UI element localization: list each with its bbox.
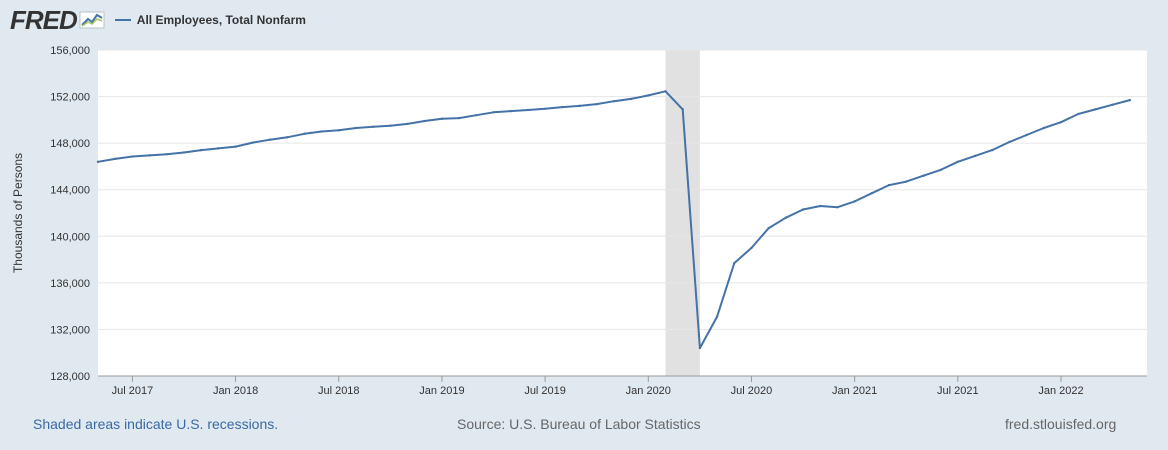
data-point[interactable]: [96, 160, 100, 163]
data-point[interactable]: [440, 117, 444, 120]
data-point[interactable]: [784, 216, 788, 219]
source-note: Source: U.S. Bureau of Labor Statistics: [457, 416, 701, 432]
data-point[interactable]: [664, 90, 667, 93]
data-point[interactable]: [715, 315, 719, 318]
fred-logo[interactable]: FRED: [10, 5, 105, 36]
x-tick-label: Jul 2020: [731, 385, 773, 397]
fred-logo-text: FRED: [10, 4, 78, 35]
data-point[interactable]: [1042, 126, 1046, 130]
data-point[interactable]: [1025, 133, 1028, 137]
data-point[interactable]: [887, 183, 891, 187]
y-tick-label: 152,000: [50, 92, 90, 104]
data-point[interactable]: [354, 126, 358, 130]
recession-note-link[interactable]: Shaded areas indicate U.S. recessions.: [33, 416, 279, 432]
x-tick-label: Jul 2019: [524, 385, 566, 397]
y-axis-title: Thousands of Persons: [11, 153, 25, 273]
data-point[interactable]: [492, 111, 495, 114]
data-point[interactable]: [991, 148, 994, 152]
data-point[interactable]: [681, 108, 684, 111]
x-tick-label: Jan 2018: [213, 385, 258, 397]
y-tick-label: 144,000: [50, 185, 90, 197]
legend-label: All Employees, Total Nonfarm: [136, 13, 306, 27]
data-point[interactable]: [595, 102, 598, 106]
x-tick-label: Jul 2021: [937, 385, 979, 397]
y-tick-label: 156,000: [50, 45, 90, 57]
data-point[interactable]: [801, 208, 805, 211]
data-point[interactable]: [423, 119, 426, 123]
data-point[interactable]: [612, 100, 616, 103]
data-point[interactable]: [285, 136, 289, 139]
chart-header: FRED All Employees, Total Nonfarm: [10, 5, 306, 36]
data-point[interactable]: [939, 168, 942, 172]
data-point[interactable]: [303, 132, 306, 136]
site-url: fred.stlouisfed.org: [1005, 416, 1117, 432]
data-point[interactable]: [131, 155, 134, 158]
data-point[interactable]: [148, 154, 151, 157]
y-tick-label: 148,000: [50, 138, 90, 150]
data-point[interactable]: [199, 148, 203, 152]
data-point[interactable]: [406, 122, 409, 126]
data-point[interactable]: [526, 108, 530, 112]
data-point[interactable]: [182, 151, 186, 154]
data-point[interactable]: [1111, 103, 1114, 106]
data-point[interactable]: [1077, 112, 1080, 116]
data-point[interactable]: [1128, 98, 1132, 102]
chart-legend[interactable]: All Employees, Total Nonfarm: [114, 13, 306, 27]
x-tick-label: Jan 2019: [419, 385, 464, 397]
data-point[interactable]: [698, 346, 702, 350]
data-point[interactable]: [956, 160, 960, 163]
data-point[interactable]: [578, 104, 581, 108]
data-point[interactable]: [217, 147, 220, 150]
data-point[interactable]: [1094, 108, 1097, 111]
data-point[interactable]: [268, 138, 272, 141]
recession-band: [665, 50, 700, 376]
data-point[interactable]: [1059, 120, 1063, 124]
data-point[interactable]: [165, 153, 168, 156]
x-tick-label: Jan 2022: [1038, 385, 1083, 397]
data-point[interactable]: [819, 204, 822, 208]
data-point[interactable]: [389, 124, 392, 127]
data-point[interactable]: [750, 246, 753, 250]
data-point[interactable]: [509, 109, 512, 113]
data-point[interactable]: [629, 97, 633, 101]
data-point[interactable]: [561, 105, 564, 109]
y-tick-label: 128,000: [50, 371, 90, 383]
data-point[interactable]: [853, 200, 856, 203]
data-point[interactable]: [647, 94, 650, 97]
x-tick-label: Jan 2021: [832, 385, 877, 397]
data-point[interactable]: [320, 130, 323, 133]
data-point[interactable]: [251, 141, 254, 144]
data-point[interactable]: [733, 261, 736, 265]
data-point[interactable]: [457, 116, 461, 120]
y-tick-label: 132,000: [50, 324, 90, 336]
data-point[interactable]: [973, 154, 977, 158]
data-point[interactable]: [543, 107, 547, 110]
data-point[interactable]: [905, 180, 908, 183]
data-point[interactable]: [371, 125, 375, 129]
x-tick-label: Jul 2017: [112, 385, 154, 397]
x-tick-label: Jul 2018: [318, 385, 360, 397]
data-point[interactable]: [234, 145, 237, 148]
data-point[interactable]: [836, 205, 839, 209]
x-tick-label: Jan 2020: [626, 385, 671, 397]
line-chart-icon: [79, 11, 105, 29]
plot-area: [98, 50, 1147, 376]
data-point[interactable]: [870, 192, 874, 195]
data-point[interactable]: [475, 114, 478, 117]
data-point[interactable]: [1008, 140, 1011, 144]
line-chart: 128,000 132,000 136,000 140,000 144,000 148,0…: [11, 45, 1147, 397]
data-point[interactable]: [922, 174, 925, 177]
data-point[interactable]: [337, 129, 340, 132]
data-point[interactable]: [767, 226, 770, 230]
data-point[interactable]: [113, 157, 117, 161]
y-tick-label: 140,000: [50, 231, 90, 243]
legend-swatch: [114, 19, 131, 21]
y-tick-label: 136,000: [50, 278, 90, 290]
